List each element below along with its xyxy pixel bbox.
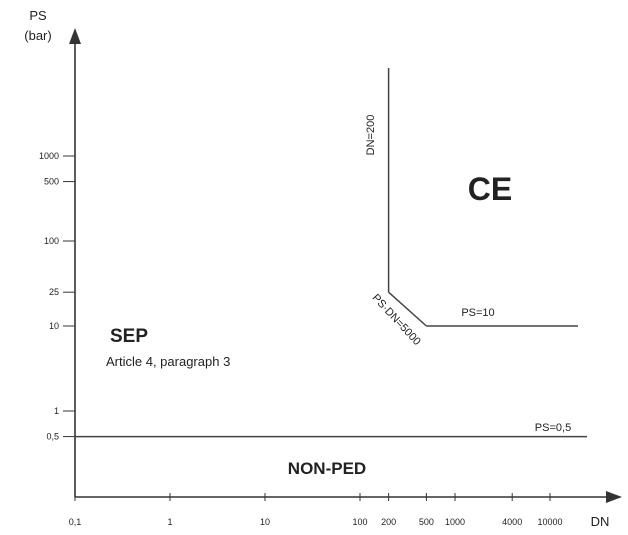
y-tick-label: 0,5: [46, 432, 59, 442]
x-tick-label: 10: [260, 517, 270, 527]
y-tick-label: 10: [49, 321, 59, 331]
region-sep-title: SEP: [110, 326, 148, 347]
x-tick-label: 500: [419, 517, 434, 527]
label-ps-dn-5000: PS·DN=5000: [370, 292, 423, 348]
y-tick-label: 500: [44, 177, 59, 187]
label-dn-200: DN=200: [365, 115, 377, 156]
x-tick-label: 10000: [537, 517, 562, 527]
x-axis-title: DN: [591, 514, 610, 529]
region-non-ped: NON-PED: [288, 459, 366, 478]
y-axis-arrow: [69, 28, 81, 44]
x-tick-label: 200: [381, 517, 396, 527]
y-axis-title-line1: PS: [29, 8, 47, 23]
label-ps-0-5: PS=0,5: [535, 422, 571, 434]
x-tick-label: 1000: [445, 517, 465, 527]
y-tick-label: 25: [49, 287, 59, 297]
line-ps-dn-5000: [388, 291, 427, 327]
x-tick-label: 1: [167, 517, 172, 527]
y-tick-label: 1: [54, 406, 59, 416]
region-sep-subtitle: Article 4, paragraph 3: [106, 354, 230, 369]
y-tick-label: 1000: [39, 151, 59, 161]
ce-mark: CE: [468, 171, 512, 207]
x-tick-label: 4000: [502, 517, 522, 527]
y-tick-label: 100: [44, 236, 59, 246]
y-axis-title-line2: (bar): [24, 28, 51, 43]
tick-group: 0,1 1 10 100 200 500 1000 4000 10000 0,5 1 10 25 100 5…: [39, 151, 563, 527]
label-ps-10: PS=10: [461, 307, 494, 319]
x-tick-label: 0,1: [69, 517, 82, 527]
x-axis-arrow: [606, 491, 622, 503]
x-tick-label: 100: [352, 517, 367, 527]
